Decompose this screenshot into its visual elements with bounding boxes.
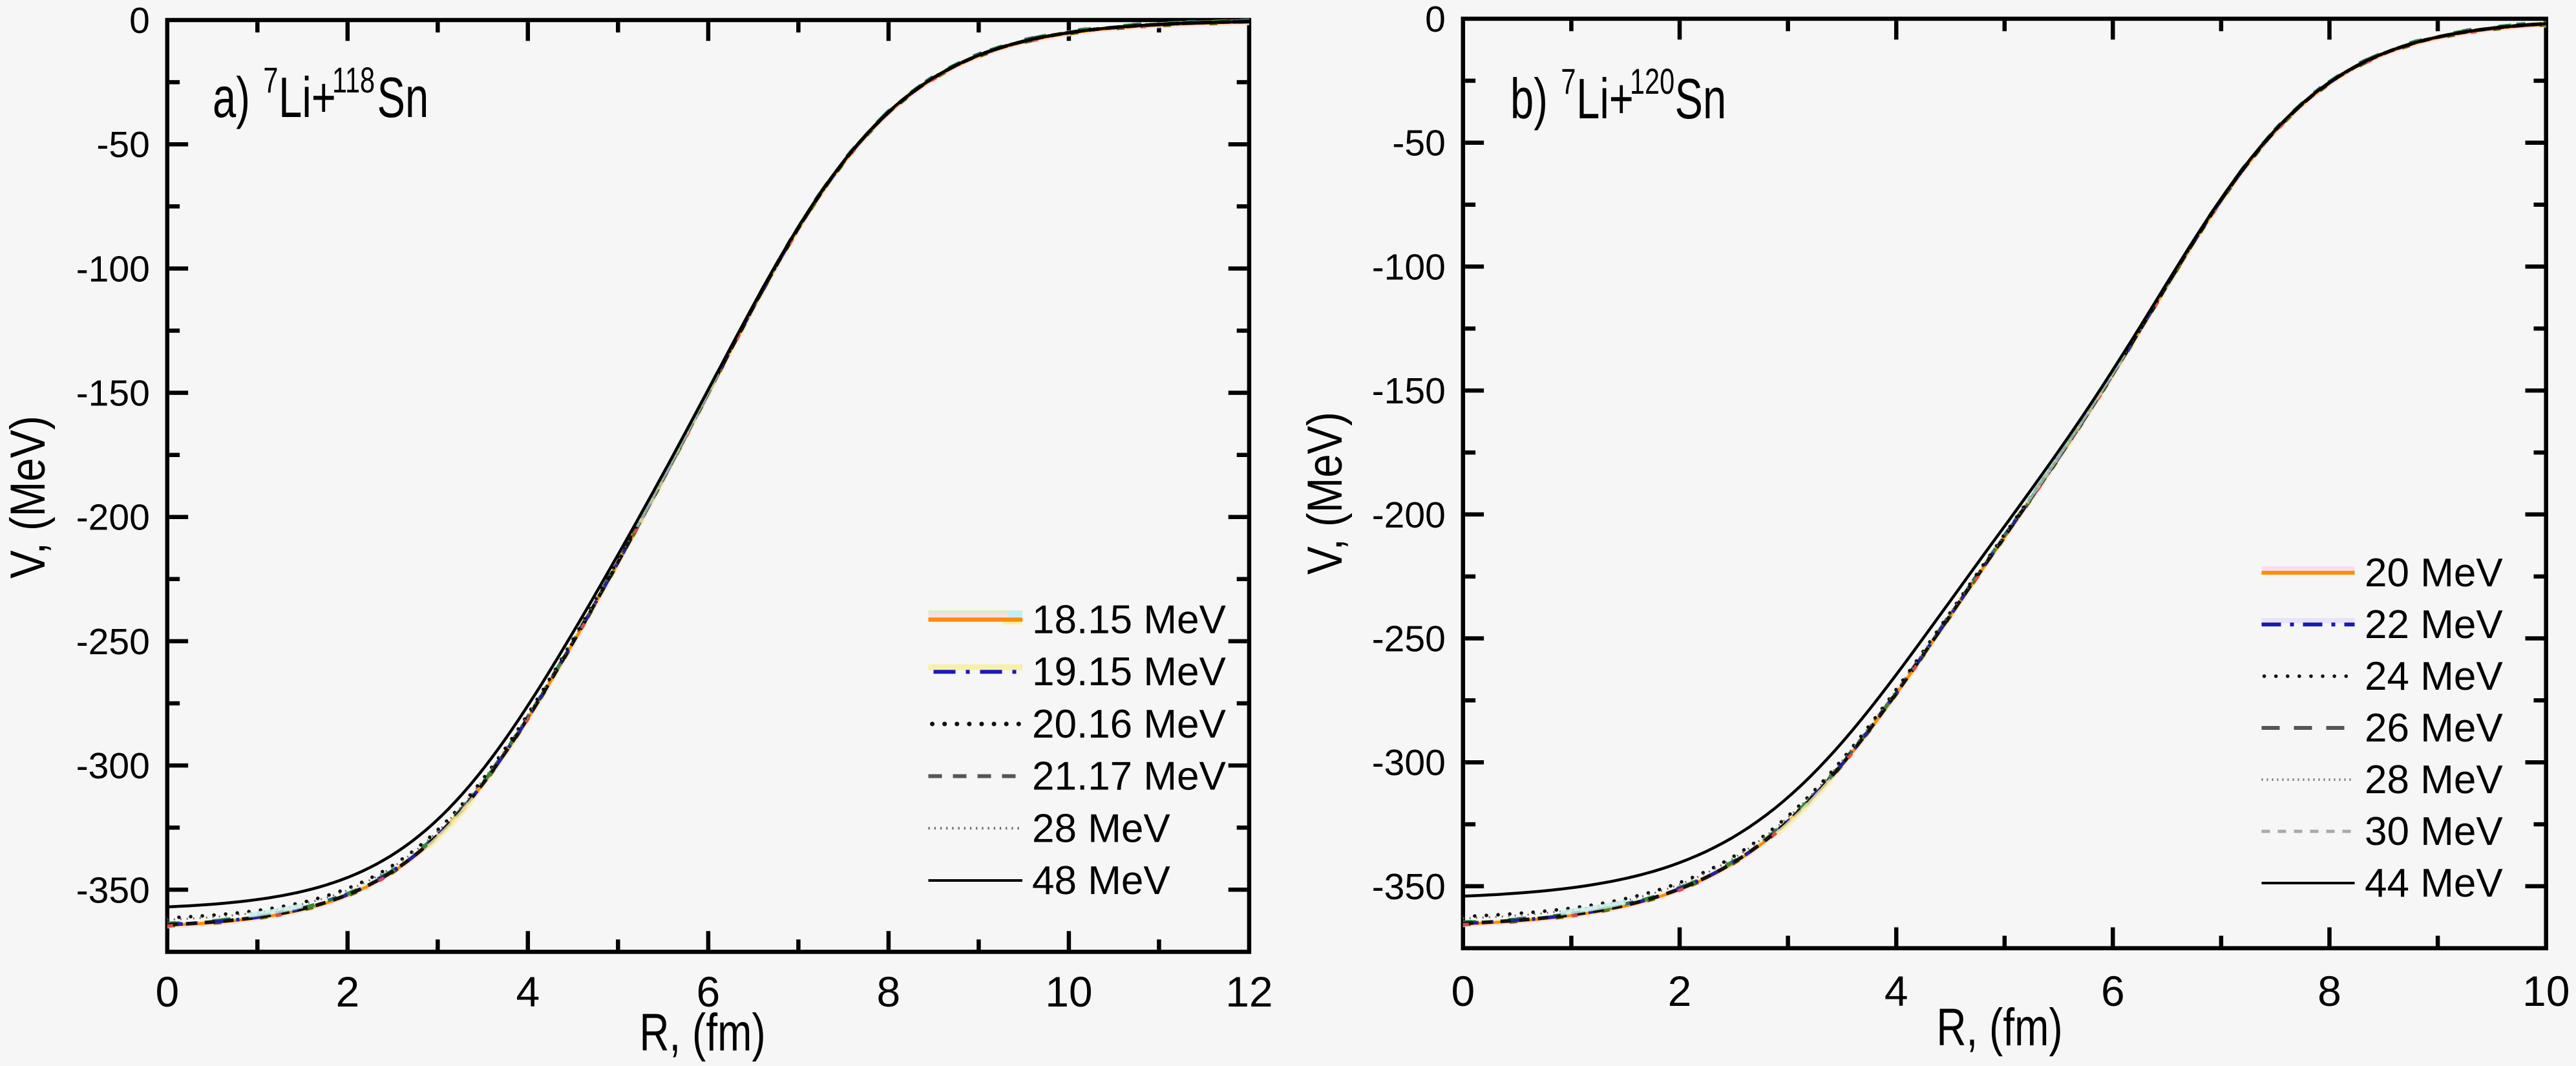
svg-text:a)7Li+118Sn: a) 7Li+118Sn: [213, 60, 428, 129]
svg-text:26 MeV: 26 MeV: [2365, 706, 2503, 751]
svg-text:21.17 MeV: 21.17 MeV: [1032, 754, 1227, 799]
svg-text:8: 8: [2317, 967, 2341, 1015]
svg-text:-200: -200: [1372, 495, 1446, 536]
svg-text:0: 0: [1425, 0, 1446, 40]
svg-text:-150: -150: [1372, 370, 1446, 412]
svg-text:48 MeV: 48 MeV: [1032, 858, 1170, 903]
svg-text:0: 0: [1451, 967, 1475, 1015]
svg-text:V, (MeV): V, (MeV): [1298, 412, 1353, 575]
svg-text:24 MeV: 24 MeV: [2365, 654, 2503, 699]
svg-text:0: 0: [155, 968, 179, 1016]
svg-text:12: 12: [1225, 968, 1272, 1016]
svg-text:6: 6: [697, 968, 721, 1016]
svg-text:4: 4: [1884, 967, 1908, 1015]
svg-text:-50: -50: [96, 124, 149, 165]
svg-text:0: 0: [129, 0, 150, 41]
svg-text:b)7Li+120Sn: b) 7Li+120Sn: [1510, 61, 1726, 131]
svg-text:-50: -50: [1392, 123, 1445, 164]
svg-text:10: 10: [2522, 967, 2570, 1015]
svg-text:-100: -100: [76, 248, 150, 290]
svg-text:28 MeV: 28 MeV: [2365, 758, 2503, 802]
svg-text:-350: -350: [76, 869, 150, 911]
svg-text:22 MeV: 22 MeV: [2365, 602, 2503, 647]
svg-text:2: 2: [335, 968, 359, 1016]
svg-text:6: 6: [2101, 967, 2125, 1015]
svg-text:20.16 MeV: 20.16 MeV: [1032, 702, 1227, 747]
svg-text:4: 4: [516, 968, 540, 1016]
svg-text:28 MeV: 28 MeV: [1032, 806, 1170, 851]
svg-text:V, (MeV): V, (MeV): [1, 416, 56, 579]
svg-text:-300: -300: [76, 745, 150, 787]
svg-text:-250: -250: [1372, 619, 1446, 660]
svg-text:8: 8: [877, 968, 901, 1016]
svg-text:R, (fm): R, (fm): [639, 1002, 765, 1062]
svg-text:-300: -300: [1372, 742, 1446, 784]
svg-text:19.15 MeV: 19.15 MeV: [1032, 650, 1227, 694]
svg-text:10: 10: [1045, 968, 1092, 1016]
svg-text:-150: -150: [76, 373, 150, 414]
svg-text:-100: -100: [1372, 246, 1446, 288]
svg-text:-200: -200: [76, 497, 150, 538]
svg-text:2: 2: [1668, 967, 1692, 1015]
svg-text:R, (fm): R, (fm): [1936, 997, 2062, 1057]
svg-text:30 MeV: 30 MeV: [2365, 809, 2503, 854]
svg-text:-250: -250: [76, 621, 150, 663]
svg-text:-350: -350: [1372, 866, 1446, 908]
svg-text:20 MeV: 20 MeV: [2365, 551, 2503, 595]
svg-text:44 MeV: 44 MeV: [2365, 861, 2503, 906]
svg-text:18.15 MeV: 18.15 MeV: [1032, 598, 1227, 643]
